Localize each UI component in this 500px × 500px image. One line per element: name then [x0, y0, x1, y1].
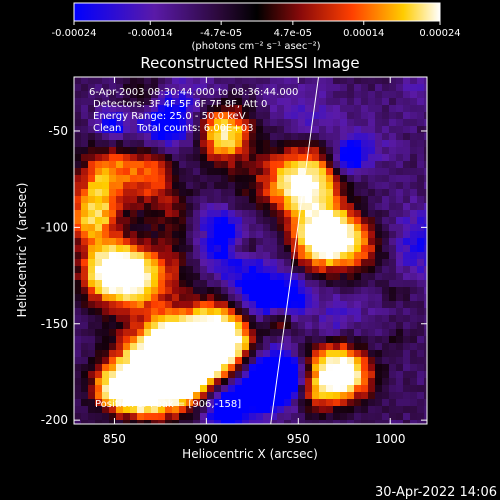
y-tick-label: -50	[48, 124, 68, 138]
x-axis-label: Heliocentric X (arcsec)	[182, 447, 318, 461]
heatmap-cells	[74, 77, 427, 424]
colorbar: -0.00024 -0.00014 -4.7e-05 4.7e-05 0.00014 0.…	[52, 2, 461, 52]
peak-annotation: Position of Peak = [906,-158]	[95, 399, 241, 410]
colorbar-tick-label: 0.00024	[419, 28, 460, 39]
time-range-annotation: 6-Apr-2003 08:30:44.000 to 08:36:44.000	[89, 87, 298, 98]
plot-frame	[73, 76, 428, 425]
colorbar-gradient	[73, 2, 441, 22]
colorbar-tick-label: -4.7e-05	[200, 28, 242, 39]
x-axis: 850 900 950 1000	[103, 77, 406, 446]
solar-limb-line	[270, 77, 320, 424]
colorbar-tick-label: -0.00024	[52, 28, 97, 39]
chart-title: Reconstructed RHESSI Image	[140, 54, 359, 72]
y-tick-label: -200	[41, 413, 68, 427]
y-axis: -200 -150 -100 -50	[41, 124, 427, 427]
timestamp: 30-Apr-2022 14:06	[375, 485, 497, 500]
y-tick-label: -150	[41, 317, 68, 331]
y-tick-label: -100	[41, 220, 68, 234]
heatmap-area	[74, 77, 427, 424]
colorbar-tick-label: 0.00014	[343, 28, 384, 39]
colorbar-units: (photons cm⁻² s⁻¹ asec⁻²)	[191, 41, 320, 52]
detectors-annotation: Detectors: 3F 4F 5F 6F 7F 8F, Att 0	[93, 99, 267, 110]
x-tick-label: 1000	[375, 432, 406, 446]
x-tick-label: 950	[287, 432, 310, 446]
plot-annotations: 6-Apr-2003 08:30:44.000 to 08:36:44.000 …	[89, 87, 298, 410]
y-axis-label: Heliocentric Y (arcsec)	[15, 183, 29, 318]
method-annotation: Clean Total counts: 6.00E+03	[93, 123, 253, 134]
colorbar-tick-label: -0.00014	[128, 28, 173, 39]
colorbar-ticks: -0.00024 -0.00014 -4.7e-05 4.7e-05 0.00014 0.…	[52, 21, 461, 39]
colorbar-tick-label: 4.7e-05	[274, 28, 312, 39]
energy-annotation: Energy Range: 25.0 - 50.0 keV	[93, 111, 246, 122]
x-tick-label: 900	[195, 432, 218, 446]
x-tick-label: 850	[103, 432, 126, 446]
